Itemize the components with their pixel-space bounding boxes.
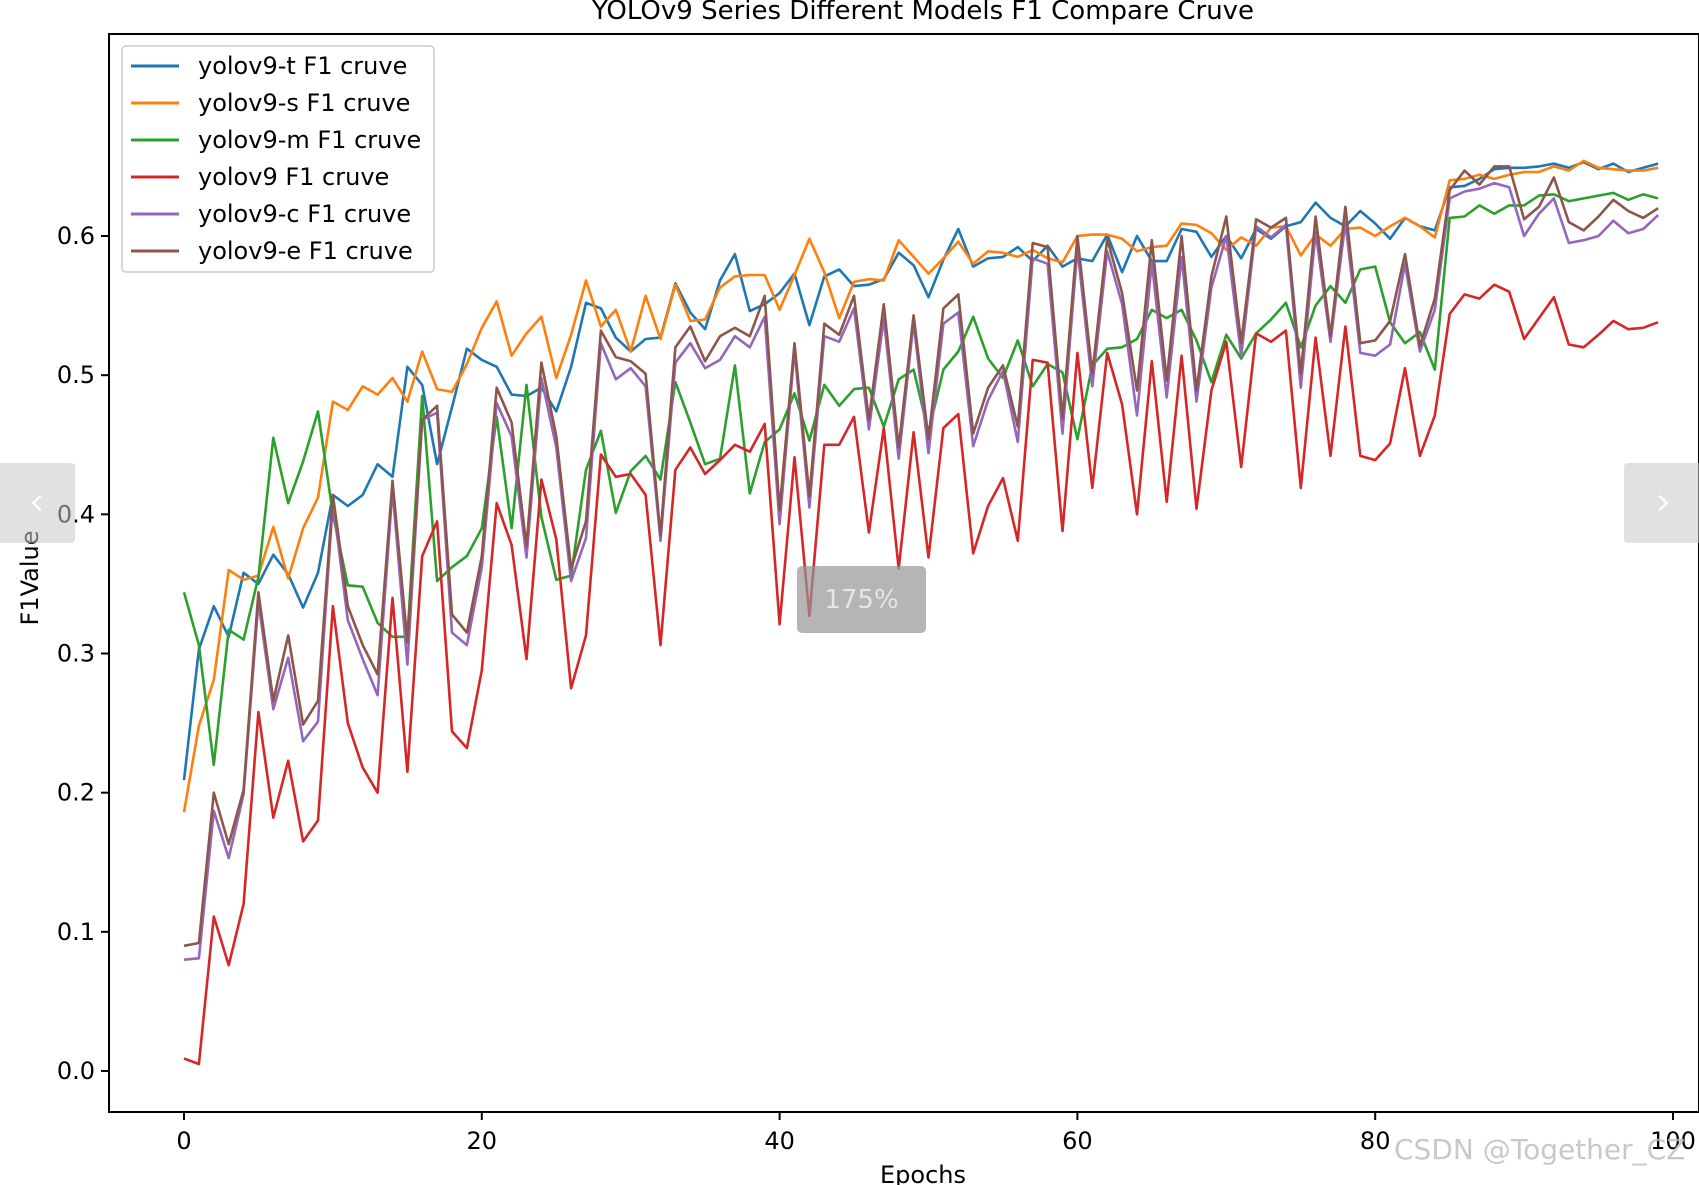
y-tick-label: 0.3 bbox=[57, 640, 95, 668]
legend-entry-4: yolov9-c F1 cruve bbox=[198, 200, 411, 228]
series-line-5 bbox=[183, 165, 1659, 948]
watermark: CSDN @Together_CZ bbox=[1394, 1133, 1686, 1166]
legend-entry-0: yolov9-t F1 cruve bbox=[198, 52, 407, 80]
x-tick-label: 20 bbox=[467, 1127, 498, 1155]
x-axis-label: Epochs bbox=[880, 1161, 966, 1185]
chevron-left-icon bbox=[31, 494, 42, 512]
x-tick-label: 0 bbox=[176, 1127, 191, 1155]
plot-frame bbox=[108, 33, 1699, 1113]
chevron-right-icon bbox=[1657, 494, 1668, 512]
series-line-3 bbox=[183, 283, 1659, 1066]
legend-entry-1: yolov9-s F1 cruve bbox=[198, 89, 410, 117]
y-tick-label: 0.6 bbox=[57, 222, 95, 250]
legend-entry-2: yolov9-m F1 cruve bbox=[198, 126, 421, 154]
x-tick-label: 60 bbox=[1062, 1127, 1093, 1155]
zoom-level-badge: 175% bbox=[797, 566, 926, 633]
series-layer bbox=[182, 159, 1659, 1066]
series-line-2 bbox=[182, 191, 1659, 767]
chart-title: YOLOv9 Series Different Models F1 Compar… bbox=[591, 0, 1254, 26]
legend-entry-5: yolov9-e F1 cruve bbox=[198, 237, 413, 265]
x-tick-label: 80 bbox=[1360, 1127, 1391, 1155]
y-tick-label: 0.0 bbox=[57, 1057, 95, 1085]
legend-box bbox=[121, 45, 435, 273]
y-tick-label: 0.1 bbox=[57, 918, 95, 946]
y-tick-label: 0.5 bbox=[57, 361, 95, 389]
series-line-1 bbox=[182, 159, 1659, 813]
legend-entry-3: yolov9 F1 cruve bbox=[198, 163, 389, 191]
y-tick-label: 0.2 bbox=[57, 779, 95, 807]
x-tick-label: 100 bbox=[1650, 1127, 1696, 1155]
previous-image-button[interactable] bbox=[0, 463, 75, 543]
next-image-button[interactable] bbox=[1624, 463, 1699, 543]
y-axis-label: F1Value bbox=[16, 531, 44, 626]
chart-legend: yolov9-t F1 cruve yolov9-s F1 cruve yolov9… bbox=[121, 45, 435, 273]
x-tick-label: 40 bbox=[764, 1127, 795, 1155]
